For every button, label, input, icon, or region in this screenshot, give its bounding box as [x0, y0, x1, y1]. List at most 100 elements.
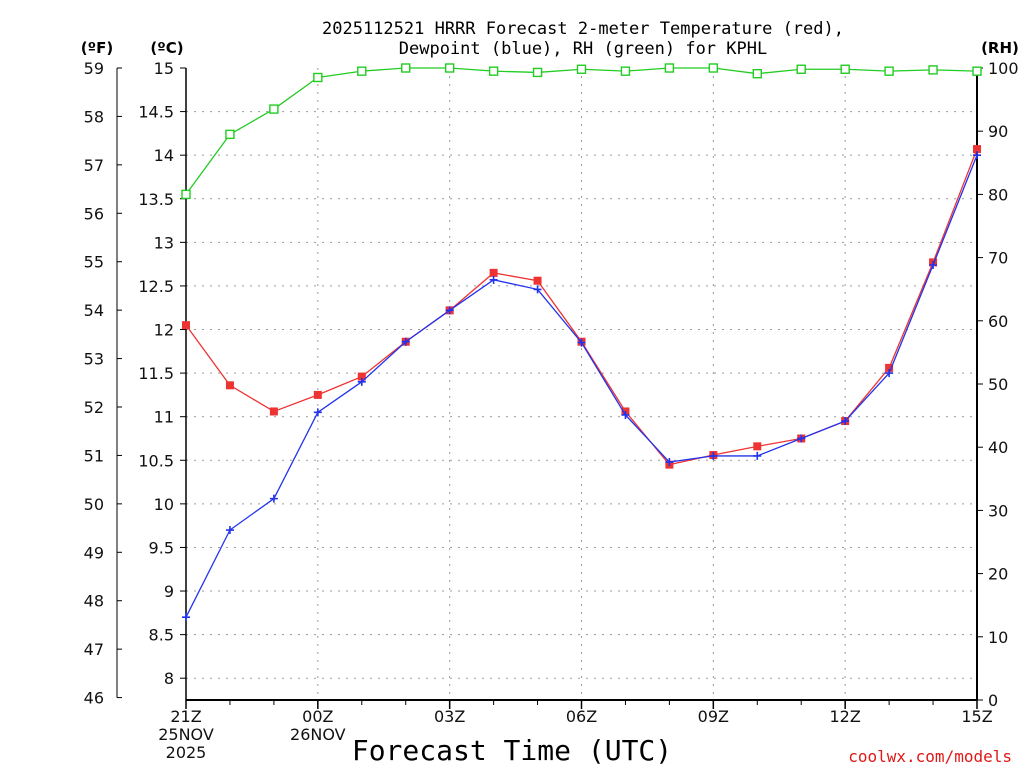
celsius-tick-label: 13.5 — [138, 190, 174, 209]
site-credit: coolwx.com/models — [848, 747, 1012, 766]
rh-tick-label: 80 — [988, 185, 1008, 204]
celsius-tick-label: 12 — [154, 321, 174, 340]
fahrenheit-tick-label: 54 — [84, 301, 104, 320]
rh-unit-label: (RH) — [981, 39, 1019, 57]
rh-point — [488, 66, 499, 76]
fahrenheit-axis: 46 47 48 49 50 51 52 53 54 55 56 57 58 59 — [84, 59, 122, 708]
time-tick-label: 09Z — [698, 707, 729, 726]
chart-title-line1: 2025112521 HRRR Forecast 2-meter Tempera… — [322, 19, 844, 39]
fahrenheit-tick-label: 52 — [84, 398, 104, 417]
dewpoint-point — [225, 526, 234, 535]
dewpoint-point — [313, 408, 322, 417]
rh-tick-label: 10 — [988, 628, 1008, 647]
dewpoint-point — [841, 417, 850, 426]
dewpoint-point — [973, 151, 981, 160]
rh-point — [796, 64, 806, 74]
temperature-point — [313, 390, 322, 399]
rh-point — [664, 63, 675, 73]
temperature-point — [357, 372, 366, 381]
celsius-tick-label: 10 — [154, 495, 174, 514]
temperature-point — [489, 268, 498, 277]
rh-point — [576, 64, 587, 74]
rh-tick-label: 100 — [988, 59, 1019, 78]
rh-point — [532, 67, 543, 78]
celsius-tick-label: 14.5 — [138, 103, 174, 122]
celsius-tick-label: 14 — [154, 146, 174, 165]
rh-point — [269, 104, 279, 114]
temperature-point — [753, 442, 762, 451]
rh-point — [357, 66, 367, 76]
dewpoint-point — [445, 306, 454, 315]
dewpoint-point — [665, 458, 674, 467]
rh-line — [185, 67, 978, 195]
celsius-tick-label: 11.5 — [138, 364, 174, 383]
rh-point — [840, 64, 850, 74]
fahrenheit-tick-label: 59 — [84, 59, 104, 78]
dewpoint-point — [182, 613, 190, 622]
dewpoint-point — [621, 410, 630, 419]
celsius-tick-label: 8.5 — [149, 626, 174, 645]
rh-point — [708, 63, 719, 73]
rh-point — [444, 63, 455, 73]
time-tick-label: 00Z — [302, 707, 333, 726]
fahrenheit-tick-label: 48 — [84, 592, 104, 611]
rh-point — [313, 72, 323, 83]
rh-point — [928, 65, 938, 75]
fahrenheit-tick-label: 47 — [84, 640, 104, 659]
temperature-point — [973, 145, 981, 154]
chart-gridlines — [186, 68, 977, 700]
celsius-axis: 8 8.5 9 9.5 10 10.5 11 11.5 12 12.5 13 13.5 14 14.5 15 — [138, 59, 186, 688]
celsius-tick-label: 10.5 — [138, 451, 174, 470]
chart-axes — [116, 68, 978, 701]
chart-series — [181, 63, 982, 622]
rh-tick-label: 0 — [988, 691, 998, 710]
time-tick-label: 06Z — [566, 707, 597, 726]
temperature-point — [182, 321, 190, 330]
time-tick-label: 12Z — [830, 707, 861, 726]
celsius-tick-label: 8 — [164, 669, 174, 688]
dewpoint-point — [357, 377, 366, 386]
time-tick-label: 25NOV — [158, 725, 214, 744]
dewpoint-point — [797, 434, 806, 443]
fahrenheit-unit-label: (ºF) — [81, 39, 113, 57]
rh-point — [972, 66, 982, 76]
rh-axis: 0 10 20 30 40 50 60 70 80 90 100 — [977, 59, 1019, 710]
time-tick-label: 03Z — [434, 707, 465, 726]
rh-point — [884, 66, 894, 76]
celsius-tick-label: 13 — [154, 233, 174, 252]
fahrenheit-tick-label: 58 — [84, 107, 104, 126]
dewpoint-point — [489, 275, 498, 284]
celsius-tick-label: 12.5 — [138, 277, 174, 296]
fahrenheit-tick-label: 50 — [84, 495, 104, 514]
dewpoint-point — [709, 451, 718, 460]
celsius-tick-label: 15 — [154, 59, 174, 78]
temperature-point — [885, 363, 894, 372]
dewpoint-point — [929, 261, 938, 270]
dewpoint-point — [885, 369, 894, 378]
fahrenheit-tick-label: 46 — [84, 689, 104, 708]
fahrenheit-tick-label: 57 — [84, 156, 104, 175]
dewpoint-point — [401, 337, 410, 346]
celsius-tick-label: 9.5 — [149, 538, 174, 557]
time-tick-label: 2025 — [166, 743, 207, 762]
rh-tick-label: 30 — [988, 501, 1008, 520]
rh-point — [181, 189, 191, 200]
series-rh — [181, 63, 982, 200]
time-tick-label: 26NOV — [290, 725, 346, 744]
rh-point — [620, 66, 631, 76]
rh-tick-label: 20 — [988, 565, 1008, 584]
chart-title-line2: Dewpoint (blue), RH (green) for KPHL — [399, 39, 767, 59]
dewpoint-point — [577, 338, 586, 347]
rh-point — [225, 129, 235, 140]
rh-tick-label: 90 — [988, 122, 1008, 141]
fahrenheit-tick-label: 56 — [84, 204, 104, 223]
fahrenheit-tick-label: 53 — [84, 350, 104, 369]
fahrenheit-tick-label: 51 — [84, 446, 104, 465]
temperature-point — [225, 381, 234, 390]
rh-tick-label: 40 — [988, 438, 1008, 457]
x-axis-label: Forecast Time (UTC) — [352, 734, 672, 767]
rh-tick-label: 70 — [988, 249, 1008, 268]
fahrenheit-tick-label: 49 — [84, 543, 104, 562]
